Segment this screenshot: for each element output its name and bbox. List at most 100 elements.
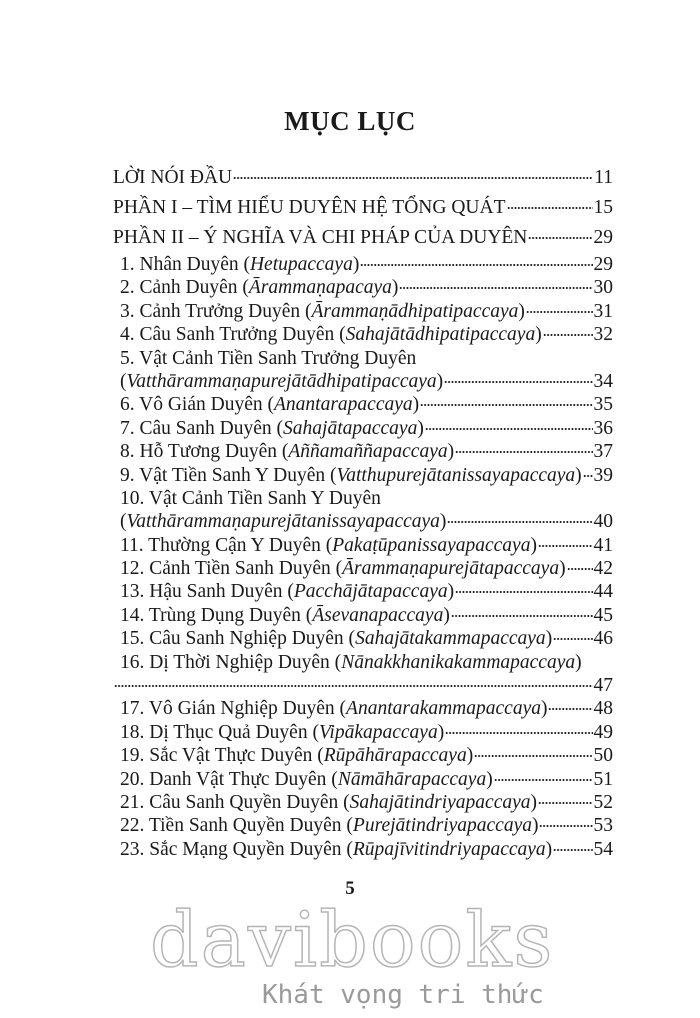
entry-page: 11: [594, 167, 613, 188]
toc-entry[interactable]: 11. Thường Cận Y Duyên (Pakaṭūpanissayap…: [120, 534, 614, 556]
entry-pali: Hetupaccaya: [249, 254, 353, 275]
entry-pali: Ārammaṇapacaya: [248, 277, 392, 299]
entry-page: 36: [593, 417, 614, 439]
entry-title: 4. Câu Sanh Trưởng Duyên (: [120, 324, 346, 346]
entry-page: 30: [593, 277, 614, 299]
dot-leader: [399, 286, 593, 291]
entry-page: 34: [593, 370, 614, 392]
entry-title: 16. Dị Thời Nghiệp Duyên (: [120, 651, 342, 673]
entry-title: 12. Cảnh Tiền Sanh Duyên (: [120, 558, 343, 580]
entry-page: 46: [593, 628, 614, 650]
table-of-contents: LỜI NÓI ĐẦU 11 PHẦN I – TÌM HIỂU DUYÊN HỆ …: [113, 163, 613, 861]
toc-entry[interactable]: 3. Cảnh Trưởng Duyên (Ārammaṇādhipatipac…: [120, 300, 614, 322]
toc-entry[interactable]: 2. Cảnh Duyên (Ārammaṇapacaya) 30: [120, 277, 614, 299]
toc-entry[interactable]: 22. Tiền Sanh Quyền Duyên (Purejātindriy…: [120, 815, 614, 837]
entry-title: 17. Vô Gián Nghiệp Duyên (: [120, 698, 347, 720]
entry-pali: Sahajātapaccaya: [283, 417, 418, 439]
page-number: 5: [345, 878, 355, 899]
toc-entry-continuation: (Vatthārammaṇapurejātādhipatipaccaya) 34: [120, 370, 614, 392]
toc-entry[interactable]: 15. Câu Sanh Nghiệp Duyên (Sahajātakamma…: [120, 628, 614, 650]
toc-entry[interactable]: 1. Nhân Duyên (Hetupaccaya) 29: [120, 254, 613, 275]
entry-title: 18. Dị Thục Quả Duyên (: [120, 721, 319, 743]
toc-entry[interactable]: 18. Dị Thục Quả Duyên (Vipākapaccaya) 49: [120, 721, 613, 743]
toc-entry[interactable]: 23. Sắc Mạng Quyền Duyên (Rūpajīvitindri…: [120, 838, 613, 860]
dot-leader: [548, 707, 593, 712]
entry-page: 47: [593, 675, 614, 697]
watermark-logo: davibooks: [149, 895, 555, 984]
entry-title: 13. Hậu Sanh Duyên (: [120, 581, 294, 603]
dot-leader: [447, 520, 593, 525]
entry-page: 53: [593, 815, 614, 837]
entry-page: 41: [593, 534, 614, 556]
toc-entry[interactable]: 16. Dị Thời Nghiệp Duyên (Nānakkhanikaka…: [120, 651, 582, 673]
entry-title: PHẦN I – TÌM HIỂU DUYÊN HỆ TỔNG QUÁT: [113, 197, 506, 218]
toc-entry[interactable]: 5. Vật Cảnh Tiền Sanh Trưởng Duyên: [113, 347, 613, 370]
dot-leader: [493, 777, 593, 782]
dot-leader: [538, 800, 593, 805]
entry-pali: Āsevanapaccaya: [312, 604, 444, 626]
toc-entry[interactable]: LỜI NÓI ĐẦU 11: [113, 163, 613, 193]
toc-entry[interactable]: 21. Câu Sanh Quyền Duyên (Sahajātindriya…: [120, 791, 613, 813]
dot-leader: [114, 684, 593, 689]
entry-page: 29: [593, 227, 614, 248]
entry-title: 2. Cảnh Duyên (: [120, 277, 249, 299]
page-title: MỤC LỤC: [284, 106, 416, 136]
toc-entry[interactable]: 8. Hỗ Tương Duyên (Aññamaññapaccaya) 37: [120, 441, 613, 463]
dot-leader: [553, 637, 593, 642]
entry-page: 15: [593, 197, 614, 218]
entry-pali: Vatthupurejātanissayapaccaya: [336, 464, 576, 486]
entry-page: 32: [593, 324, 614, 346]
entry-pali: Aññamaññapaccaya: [288, 441, 448, 463]
toc-entry[interactable]: 13. Hậu Sanh Duyên (Pacchājātapaccaya) 44: [120, 581, 613, 603]
toc-entry-continuation: 47: [113, 674, 613, 697]
entry-pali: Pacchājātapaccaya: [293, 581, 448, 603]
entry-title: 23. Sắc Mạng Quyền Duyên (: [120, 838, 353, 860]
toc-entry[interactable]: 9. Vật Tiền Sanh Y Duyên (Vatthupurejāta…: [120, 464, 613, 486]
entry-title: LỜI NÓI ĐẦU: [113, 167, 233, 188]
toc-entry[interactable]: PHẦN I – TÌM HIỂU DUYÊN HỆ TỔNG QUÁT 15: [113, 193, 613, 223]
toc-entry[interactable]: 20. Danh Vật Thực Duyên (Nāmāhārapaccaya…: [120, 768, 613, 790]
toc-entry-continuation: (Vatthārammaṇapurejātanissayapaccaya) 40: [120, 511, 613, 533]
dot-leader: [233, 176, 594, 180]
dot-leader: [455, 590, 593, 595]
entry-title: 5. Vật Cảnh Tiền Sanh Trưởng Duyên: [120, 347, 417, 369]
dot-leader: [424, 426, 593, 431]
watermark-slogan: Khát vọng tri thức: [262, 980, 544, 1010]
entry-title: 10. Vật Cảnh Tiền Sanh Y Duyên: [120, 487, 381, 509]
toc-entry[interactable]: PHẦN II – Ý NGHĨA VÀ CHI PHÁP CỦA DUYÊN 2…: [113, 223, 613, 253]
entry-title: 20. Danh Vật Thực Duyên (: [120, 768, 338, 790]
entry-title: 15. Câu Sanh Nghiệp Duyên (: [120, 628, 356, 650]
entry-pali: Nānakkhanikakammapaccaya: [341, 651, 576, 673]
entry-pali: Anantarapaccaya: [274, 394, 413, 416]
entry-page: 31: [593, 300, 614, 322]
dot-leader: [420, 403, 593, 408]
entry-title: 7. Câu Sanh Duyên (: [120, 417, 284, 439]
entry-title: 6. Vô Gián Duyên (: [120, 394, 274, 416]
dot-leader: [474, 754, 593, 759]
entry-pali: Purejātindriyapaccaya: [352, 815, 532, 837]
dot-leader: [553, 847, 593, 852]
toc-entry[interactable]: 4. Câu Sanh Trưởng Duyên (Sahajātādhipat…: [120, 324, 614, 346]
dot-leader: [539, 824, 593, 829]
toc-entry[interactable]: 14. Trùng Dụng Duyên (Āsevanapaccaya) 45: [120, 604, 613, 626]
toc-entry[interactable]: 6. Vô Gián Duyên (Anantarapaccaya) 35: [120, 394, 613, 416]
entry-pali: Rūpāhārapaccaya: [323, 745, 467, 767]
entry-pali: Vatthārammaṇapurejātādhipatipaccaya: [126, 370, 437, 392]
entry-pali: Vipākapaccaya: [318, 721, 438, 743]
toc-entry[interactable]: 12. Cảnh Tiền Sanh Duyên (Ārammaṇapurejā…: [120, 558, 613, 580]
toc-entry[interactable]: 17. Vô Gián Nghiệp Duyên (Anantarakammap…: [120, 698, 613, 720]
entry-title: 11. Thường Cận Y Duyên (: [120, 534, 333, 556]
dot-leader: [444, 379, 593, 384]
toc-entry[interactable]: 19. Sắc Vật Thực Duyên (Rūpāhārapaccaya)…: [120, 745, 613, 767]
dot-leader: [525, 309, 593, 314]
entry-pali: Anantarakammapaccaya: [346, 698, 541, 720]
dot-leader: [360, 263, 593, 267]
entry-pali: Sahajātādhipatipaccaya: [345, 324, 536, 346]
entry-pali: Sahajātakammapaccaya: [355, 628, 546, 650]
entry-title: 22. Tiền Sanh Quyền Duyên (: [120, 815, 353, 837]
entry-pali: Vatthārammaṇapurejātanissayapaccaya: [126, 511, 440, 533]
toc-entry[interactable]: 10. Vật Cảnh Tiền Sanh Y Duyên: [113, 487, 613, 510]
entry-title: 19. Sắc Vật Thực Duyên (: [120, 745, 324, 767]
toc-entry[interactable]: 7. Câu Sanh Duyên (Sahajātapaccaya) 36: [120, 417, 614, 439]
entry-title: 21. Câu Sanh Quyền Duyên (: [120, 791, 350, 813]
